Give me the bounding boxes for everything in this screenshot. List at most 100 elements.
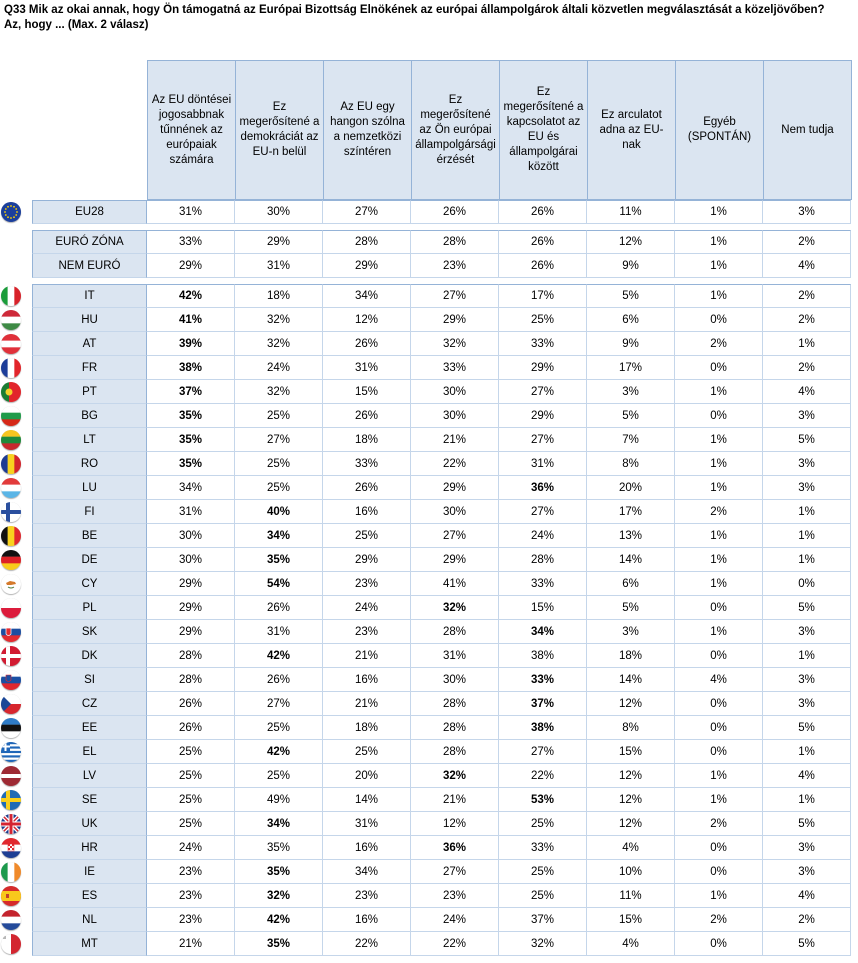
cell-value: 12% [587, 788, 675, 812]
table-row-cy: CY 29% 54% 23% 41% 33% 6% 1% 0% [32, 572, 852, 596]
hr-flag-icon [1, 838, 21, 858]
eu-flag-icon [1, 202, 21, 222]
be-flag-icon [1, 526, 21, 546]
cell-value: 31% [499, 452, 587, 476]
cell-value: 1% [763, 524, 851, 548]
cell-value: 0% [675, 932, 763, 956]
cell-value: 28% [147, 668, 235, 692]
cell-value: 33% [499, 668, 587, 692]
cell-value: 31% [323, 812, 411, 836]
cell-value: 49% [235, 788, 323, 812]
cell-value: 24% [499, 524, 587, 548]
cell-value: 25% [499, 812, 587, 836]
cell-value: 34% [147, 476, 235, 500]
row-label: BG [32, 404, 147, 428]
cell-value: 12% [587, 764, 675, 788]
cell-value: 34% [323, 284, 411, 308]
cell-value: 0% [675, 308, 763, 332]
cell-value: 2% [763, 908, 851, 932]
lv-flag-icon [1, 766, 21, 786]
row-label: SK [32, 620, 147, 644]
table-row-si: SI 28% 26% 16% 30% 33% 14% 4% 3% [32, 668, 852, 692]
column-header-label: Ez megerősítené az Ön európai állampolgá… [415, 93, 496, 166]
column-header-label: Ez arculatot adna az EU-nak [599, 108, 664, 151]
cell-value: 25% [235, 764, 323, 788]
row-label: SI [32, 668, 147, 692]
cell-value: 34% [499, 620, 587, 644]
table-row-hr: HR 24% 35% 16% 36% 33% 4% 0% 3% [32, 836, 852, 860]
cell-value: 33% [323, 452, 411, 476]
cell-value: 14% [587, 548, 675, 572]
cell-value: 36% [499, 476, 587, 500]
table-row-uk: UK 25% 34% 31% 12% 25% 12% 2% 5% [32, 812, 852, 836]
cell-value: 18% [323, 428, 411, 452]
table-row-lu: LU 34% 25% 26% 29% 36% 20% 1% 3% [32, 476, 852, 500]
cell-value: 28% [411, 620, 499, 644]
cell-value: 15% [587, 908, 675, 932]
cell-value: 4% [587, 932, 675, 956]
cell-value: 16% [323, 668, 411, 692]
row-label: NL [32, 908, 147, 932]
column-header-label: Ez megerősítené a kapcsolatot az EU és á… [503, 86, 584, 173]
cell-value: 1% [675, 548, 763, 572]
cell-value: 38% [147, 356, 235, 380]
bg-flag-icon [1, 406, 21, 426]
cell-value: 25% [499, 884, 587, 908]
cell-value: 26% [499, 230, 587, 254]
cell-value: 3% [587, 380, 675, 404]
cell-value: 54% [235, 572, 323, 596]
cell-value: 11% [587, 884, 675, 908]
cell-value: 5% [763, 932, 851, 956]
cell-value: 15% [587, 740, 675, 764]
cell-value: 23% [411, 254, 499, 278]
table-row-hu: HU 41% 32% 12% 29% 25% 6% 0% 2% [32, 308, 852, 332]
table-row-ie: IE 23% 35% 34% 27% 25% 10% 0% 3% [32, 860, 852, 884]
cell-value: 1% [763, 740, 851, 764]
cell-value: 30% [235, 200, 323, 224]
cell-value: 0% [763, 572, 851, 596]
cell-value: 4% [675, 668, 763, 692]
cell-value: 27% [411, 860, 499, 884]
cell-value: 32% [411, 764, 499, 788]
cell-value: 42% [235, 644, 323, 668]
cell-value: 7% [587, 428, 675, 452]
row-label: ES [32, 884, 147, 908]
cell-value: 8% [587, 452, 675, 476]
table-row-fr: FR 38% 24% 31% 33% 29% 17% 0% 2% [32, 356, 852, 380]
el-flag-icon [1, 742, 21, 762]
pl-flag-icon [1, 598, 21, 618]
cell-value: 31% [411, 644, 499, 668]
cell-value: 3% [763, 692, 851, 716]
cell-value: 28% [411, 692, 499, 716]
cell-value: 23% [147, 908, 235, 932]
table-row-se: SE 25% 49% 14% 21% 53% 12% 1% 1% [32, 788, 852, 812]
cell-value: 30% [411, 500, 499, 524]
cz-flag-icon [1, 694, 21, 714]
cell-value: 27% [411, 284, 499, 308]
cell-value: 25% [499, 308, 587, 332]
cell-value: 25% [147, 764, 235, 788]
cell-value: 2% [763, 308, 851, 332]
cell-value: 37% [147, 380, 235, 404]
table-row-ee: EE 26% 25% 18% 28% 38% 8% 0% 5% [32, 716, 852, 740]
cell-value: 31% [235, 620, 323, 644]
cell-value: 37% [499, 692, 587, 716]
cell-value: 17% [499, 284, 587, 308]
column-header-label: Az EU egy hangon szólna a nemzetközi szí… [330, 101, 405, 158]
cell-value: 25% [147, 812, 235, 836]
cell-value: 1% [675, 524, 763, 548]
cell-value: 21% [147, 932, 235, 956]
cell-value: 26% [323, 476, 411, 500]
cell-value: 35% [147, 428, 235, 452]
row-label: EE [32, 716, 147, 740]
cell-value: 29% [499, 404, 587, 428]
column-header-label: Ez megerősítené a demokráciát az EU-n be… [239, 101, 320, 158]
cell-value: 9% [587, 332, 675, 356]
cell-value: 3% [763, 404, 851, 428]
row-label: SE [32, 788, 147, 812]
cell-value: 21% [323, 644, 411, 668]
cell-value: 29% [411, 308, 499, 332]
cell-value: 26% [235, 668, 323, 692]
cell-value: 1% [675, 476, 763, 500]
cell-value: 3% [763, 620, 851, 644]
